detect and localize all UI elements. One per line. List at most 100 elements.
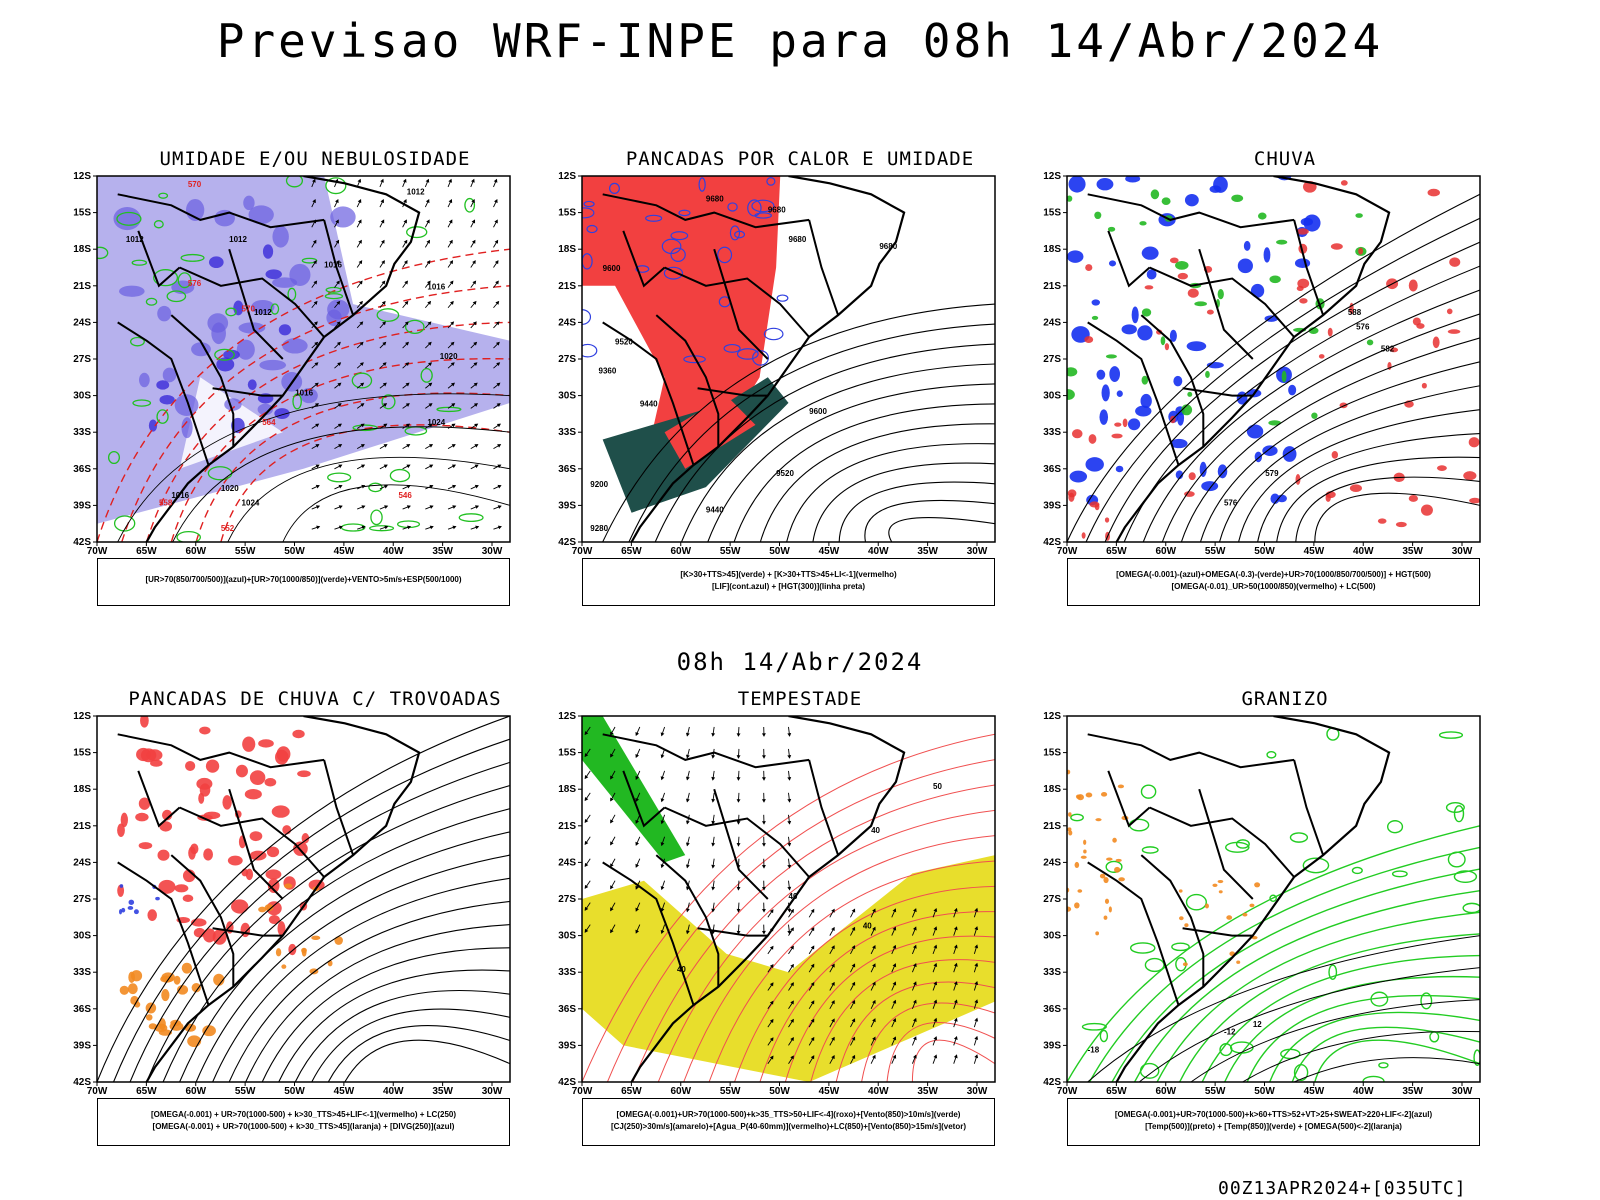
lat-tick-label: 12S	[558, 711, 576, 722]
contour-label: 552	[221, 524, 235, 533]
contour-label: 9440	[706, 506, 724, 515]
lat-tick-label: 18S	[73, 244, 91, 255]
lat-tick-label: 42S	[558, 537, 576, 548]
legend-line: [OMEGA(-0.001) + UR>70(1000-500) + k>30_…	[152, 1122, 455, 1131]
panel-umidade: UMIDADE E/OU NEBULOSIDADE 1012 1012 1012 10…	[60, 148, 570, 618]
lon-tick-label: 60W	[1155, 1086, 1176, 1097]
contour-label: 9520	[615, 337, 633, 346]
lon-tick-label: 30W	[482, 546, 503, 557]
lon-tick-label: 30W	[1452, 546, 1473, 557]
lat-tick-label: 12S	[1043, 171, 1061, 182]
contour-label: 9360	[599, 367, 617, 376]
contour-label: 9440	[640, 400, 658, 409]
legend-line: [OMEGA(-0.01)_UR>50(1000/850)(vermelho) …	[1171, 582, 1376, 591]
lat-tick-label: 24S	[1043, 857, 1061, 868]
legend-line: [CJ(250)>30m/s](amarelo)+[Agua_P(40-60mm…	[610, 1122, 966, 1131]
lon-tick-label: 30W	[1452, 1086, 1473, 1097]
contour-label: 40	[677, 965, 686, 974]
lat-tick-label: 36S	[558, 1004, 576, 1015]
lat-tick-label: 30S	[73, 391, 91, 402]
lon-tick-label: 30W	[482, 1086, 503, 1097]
lat-tick-label: 21S	[558, 281, 576, 292]
lat-tick-label: 27S	[73, 354, 91, 365]
lat-tick-label: 24S	[558, 317, 576, 328]
lat-tick-label: 42S	[1043, 537, 1061, 548]
panel-title: TEMPESTADE	[737, 688, 863, 710]
lat-tick-label: 12S	[73, 711, 91, 722]
lat-tick-label: 18S	[558, 784, 576, 795]
lat-tick-label: 39S	[73, 1040, 91, 1051]
contour-label: 1012	[254, 308, 272, 317]
contour-label: 1012	[407, 187, 425, 196]
lon-tick-label: 40W	[1353, 546, 1374, 557]
contour-label: 1012	[126, 235, 144, 244]
lat-tick-label: 27S	[73, 894, 91, 905]
lon-tick-label: 35W	[1402, 546, 1423, 557]
lat-tick-label: 12S	[1043, 711, 1061, 722]
lat-tick-label: 27S	[1043, 354, 1061, 365]
lon-tick-label: 40W	[868, 546, 889, 557]
contour-label: 558	[159, 498, 173, 507]
lon-tick-label: 70W	[87, 1086, 108, 1097]
lon-tick-label: 45W	[819, 1086, 840, 1097]
lon-tick-label: 40W	[383, 1086, 404, 1097]
panel-granizo: GRANIZO 12 -12 -18 12S 15S 18S 21S 24S 27S 30S 33S…	[1030, 688, 1540, 1158]
lon-tick-label: 55W	[1205, 1086, 1226, 1097]
lon-tick-label: 35W	[917, 1086, 938, 1097]
panel-trovoadas: PANCADAS DE CHUVA C/ TROVOADAS 12S 15S 18S…	[60, 688, 570, 1158]
contour-label: 579	[1265, 469, 1279, 478]
lat-tick-label: 15S	[73, 208, 91, 219]
legend-line: [LIF](cont.azul) + [HGT(300)](linha pret…	[711, 582, 866, 591]
lat-tick-label: 21S	[1043, 821, 1061, 832]
lon-tick-label: 35W	[917, 546, 938, 557]
lat-tick-label: 12S	[558, 171, 576, 182]
contour-label: -12	[1224, 1027, 1236, 1036]
contour-label: 1016	[324, 261, 342, 270]
legend-box: [OMEGA(-0.001) + UR>70(1000-500) + k>30_…	[97, 1098, 510, 1146]
lon-tick-label: 70W	[572, 546, 593, 557]
contour-label: -18	[1088, 1046, 1100, 1055]
lon-tick-label: 45W	[1304, 1086, 1325, 1097]
lon-tick-label: 70W	[572, 1086, 593, 1097]
lat-tick-label: 39S	[558, 1040, 576, 1051]
contour-label: 9680	[879, 242, 897, 251]
lat-tick-label: 24S	[1043, 317, 1061, 328]
contour-label: 40	[863, 921, 872, 930]
lon-tick-label: 60W	[185, 546, 206, 557]
lat-tick-label: 36S	[558, 464, 576, 475]
lon-tick-label: 70W	[1057, 1086, 1078, 1097]
lat-tick-label: 15S	[558, 208, 576, 219]
lon-tick-label: 60W	[1155, 546, 1176, 557]
main-title: Previsao WRF-INPE para 08h 14/Abr/2024	[216, 14, 1384, 68]
map-canvas: 9680 9680 9680 9680 9600 9520 9440 9360 9600 9520…	[558, 171, 996, 557]
legend-line: [OMEGA(-0.001)+UR>70(1000-500)+k>35_TTS>…	[616, 1110, 961, 1119]
map-canvas: 40 40 50 40 40 12S 15S 18S 21S 24S 27S 30S 33S 36S 39S…	[558, 711, 996, 1097]
map-canvas: 12 -12 -18 12S 15S 18S 21S 24S 27S 30S 33S 36S 39S 42…	[1043, 711, 1481, 1097]
legend-line: [Temp(500)](preto) + [Temp(850)](verde) …	[1145, 1122, 1402, 1131]
lat-tick-label: 39S	[558, 500, 576, 511]
lat-tick-label: 30S	[1043, 391, 1061, 402]
lon-tick-label: 40W	[868, 1086, 889, 1097]
lat-tick-label: 36S	[73, 464, 91, 475]
lon-tick-label: 50W	[1254, 1086, 1275, 1097]
lon-tick-label: 50W	[1254, 546, 1275, 557]
contour-label: 564	[262, 418, 276, 427]
contour-label: 1016	[295, 389, 313, 398]
lat-tick-label: 18S	[1043, 784, 1061, 795]
map-canvas: 588 582 576 579 576 12S 15S 18S 21S 24S 27S 30S 33S 3…	[1043, 171, 1481, 557]
lat-tick-label: 33S	[73, 427, 91, 438]
lon-tick-label: 60W	[185, 1086, 206, 1097]
contour-label: 1012	[229, 235, 247, 244]
lon-tick-label: 30W	[967, 546, 988, 557]
contour-label: 588	[1348, 308, 1362, 317]
lat-tick-label: 39S	[73, 500, 91, 511]
lat-tick-label: 21S	[73, 821, 91, 832]
panel-title: CHUVA	[1253, 148, 1317, 170]
contour-label: 12	[1253, 1020, 1262, 1029]
contour-label: 9520	[776, 469, 794, 478]
legend-box: [K>30+TTS>45](verde) + [K>30+TTS>45+LI<-…	[582, 558, 995, 606]
lat-tick-label: 24S	[558, 857, 576, 868]
contour-label: 576	[1356, 323, 1370, 332]
lon-tick-label: 65W	[136, 546, 157, 557]
